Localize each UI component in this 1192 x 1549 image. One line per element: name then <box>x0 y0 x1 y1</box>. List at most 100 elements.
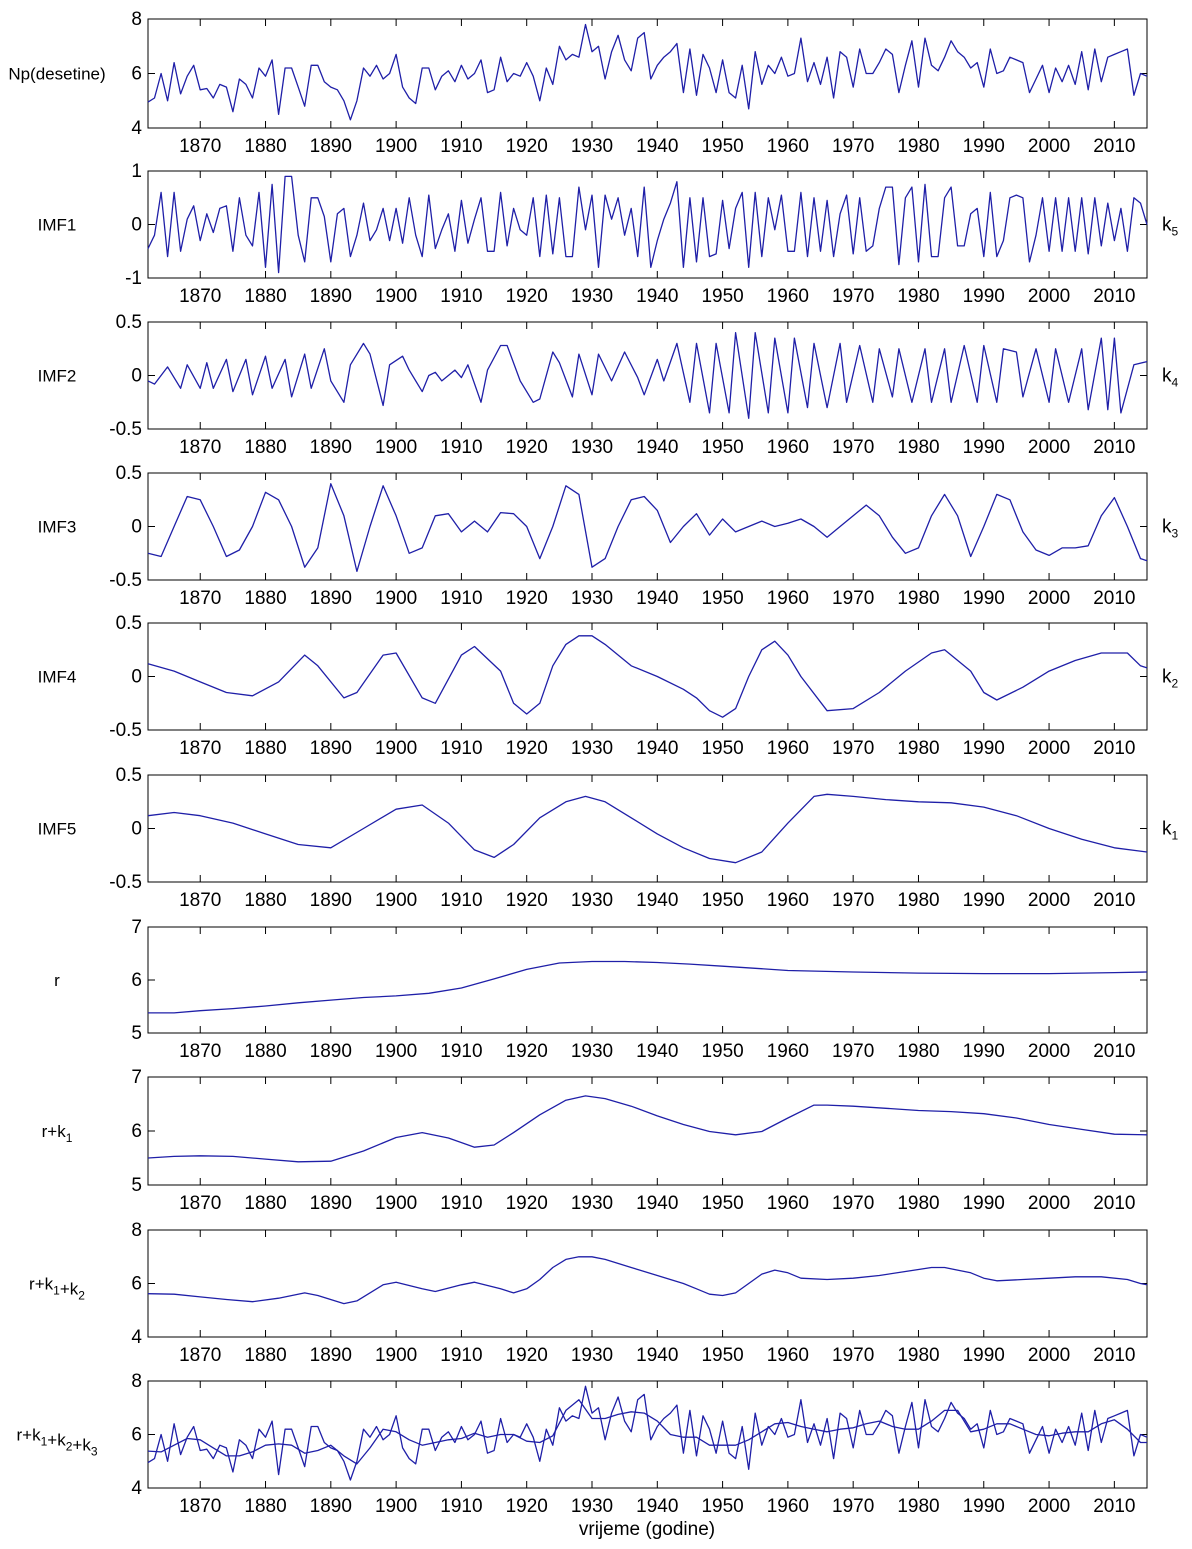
x-tick-label: 1970 <box>832 1041 874 1062</box>
x-tick-label: 1920 <box>506 286 548 307</box>
x-tick-label: 1900 <box>375 136 417 157</box>
x-tick-label: 1920 <box>506 890 548 911</box>
panel-9: 1870 1880 1890 1900 1910 1920 1930 1940 1950 1960… <box>29 1220 1148 1366</box>
x-tick-label: 2000 <box>1028 1345 1070 1366</box>
x-tick-label: 2010 <box>1093 890 1135 911</box>
x-tick-label: 1990 <box>963 1041 1005 1062</box>
x-tick-label: 1980 <box>897 588 939 609</box>
component-label: k2 <box>1162 667 1179 691</box>
x-tick-label: 1960 <box>767 286 809 307</box>
x-tick-label: 1880 <box>244 1345 286 1366</box>
x-tick-label: 1900 <box>375 286 417 307</box>
y-tick-label: 5 <box>131 1023 142 1044</box>
panel-5: 1870 1880 1890 1900 1910 1920 1930 1940 1950 1960… <box>38 613 1179 759</box>
x-tick-label: 1980 <box>897 286 939 307</box>
panel-label: IMF1 <box>38 216 77 235</box>
y-tick-label: 1 <box>131 161 142 182</box>
x-tick-label: 2000 <box>1028 437 1070 458</box>
x-tick-label: 1940 <box>636 286 678 307</box>
x-tick-label: 2010 <box>1093 1041 1135 1062</box>
x-tick-label: 1900 <box>375 1345 417 1366</box>
x-tick-label: 1930 <box>571 738 613 759</box>
x-tick-label: 1940 <box>636 1193 678 1214</box>
x-tick-label: 2010 <box>1093 136 1135 157</box>
x-tick-label: 2010 <box>1093 437 1135 458</box>
x-tick-label: 1890 <box>310 1041 352 1062</box>
x-tick-label: 1890 <box>310 1496 352 1517</box>
x-tick-label: 1880 <box>244 136 286 157</box>
x-tick-label: 1910 <box>440 1193 482 1214</box>
y-tick-label: -0.5 <box>109 720 142 741</box>
series-line-1 <box>147 175 1148 274</box>
x-tick-label: 1880 <box>244 286 286 307</box>
x-tick-label: 1880 <box>244 588 286 609</box>
panel-label: r+k1+k2 <box>29 1275 85 1303</box>
x-tick-label: 1960 <box>767 890 809 911</box>
x-tick-label: 1990 <box>963 738 1005 759</box>
x-tick-label: 1890 <box>310 1345 352 1366</box>
y-tick-label: -0.5 <box>109 872 142 893</box>
x-tick-label: 1990 <box>963 1193 1005 1214</box>
x-tick-label: 1920 <box>506 1193 548 1214</box>
y-tick-label: 0.5 <box>116 463 142 484</box>
x-tick-label: 1890 <box>310 890 352 911</box>
series-line-1 <box>147 332 1148 419</box>
x-tick-label: 1960 <box>767 1041 809 1062</box>
y-tick-label: 0.5 <box>116 765 142 786</box>
series-line-1 <box>147 635 1148 718</box>
x-tick-label: 2010 <box>1093 286 1135 307</box>
x-tick-label: 1980 <box>897 136 939 157</box>
y-tick-label: 8 <box>131 9 142 30</box>
panel-1: 1870 1880 1890 1900 1910 1920 1930 1940 1950 1960… <box>8 9 1148 157</box>
x-tick-label: 1970 <box>832 437 874 458</box>
x-tick-label: 1870 <box>179 738 221 759</box>
x-tick-label: 1870 <box>179 1345 221 1366</box>
x-tick-label: 1970 <box>832 136 874 157</box>
x-tick-label: 1990 <box>963 1496 1005 1517</box>
series-line-1 <box>147 483 1148 573</box>
x-tick-label: 1980 <box>897 738 939 759</box>
series-line-1 <box>147 1256 1148 1305</box>
x-tick-label: 1970 <box>832 738 874 759</box>
x-tick-label: 1960 <box>767 1193 809 1214</box>
x-tick-label: 1870 <box>179 1041 221 1062</box>
x-tick-label: 1930 <box>571 286 613 307</box>
panel-label: r+k1+k2+k3 <box>16 1426 97 1459</box>
x-tick-label: 1870 <box>179 588 221 609</box>
x-tick-label: 1900 <box>375 738 417 759</box>
y-tick-label: 6 <box>131 1425 142 1446</box>
x-tick-label: 2010 <box>1093 738 1135 759</box>
series-line-1 <box>147 23 1148 121</box>
x-tick-label: 2010 <box>1093 1193 1135 1214</box>
x-tick-label: 1880 <box>244 1193 286 1214</box>
x-tick-label: 1930 <box>571 437 613 458</box>
x-tick-label: 1890 <box>310 437 352 458</box>
x-tick-label: 1930 <box>571 890 613 911</box>
x-tick-label: 1870 <box>179 890 221 911</box>
panel-3: 1870 1880 1890 1900 1910 1920 1930 1940 1950 1960… <box>38 312 1179 458</box>
x-tick-label: 1950 <box>701 1345 743 1366</box>
x-tick-label: 1900 <box>375 588 417 609</box>
y-tick-label: 6 <box>131 970 142 991</box>
series-line-1 <box>148 960 1148 1014</box>
x-tick-label: 1930 <box>571 1193 613 1214</box>
y-tick-label: 0.5 <box>116 312 142 333</box>
series-line-1 <box>147 1095 1148 1163</box>
y-tick-label: 0 <box>131 215 142 236</box>
x-tick-label: 1970 <box>832 588 874 609</box>
component-label: k1 <box>1162 819 1179 843</box>
axes-frame <box>147 1229 1148 1338</box>
x-tick-label: 1910 <box>440 1345 482 1366</box>
y-tick-label: 6 <box>131 1274 142 1295</box>
x-tick-label: 1940 <box>636 136 678 157</box>
x-tick-label: 1990 <box>963 286 1005 307</box>
y-tick-label: -1 <box>125 268 142 289</box>
y-tick-label: 7 <box>131 1067 142 1088</box>
x-tick-label: 1950 <box>701 890 743 911</box>
x-tick-label: 1910 <box>440 738 482 759</box>
x-tick-label: 1890 <box>310 286 352 307</box>
x-tick-label: 1970 <box>832 890 874 911</box>
x-tick-label: 2000 <box>1028 738 1070 759</box>
x-tick-label: 1950 <box>701 588 743 609</box>
